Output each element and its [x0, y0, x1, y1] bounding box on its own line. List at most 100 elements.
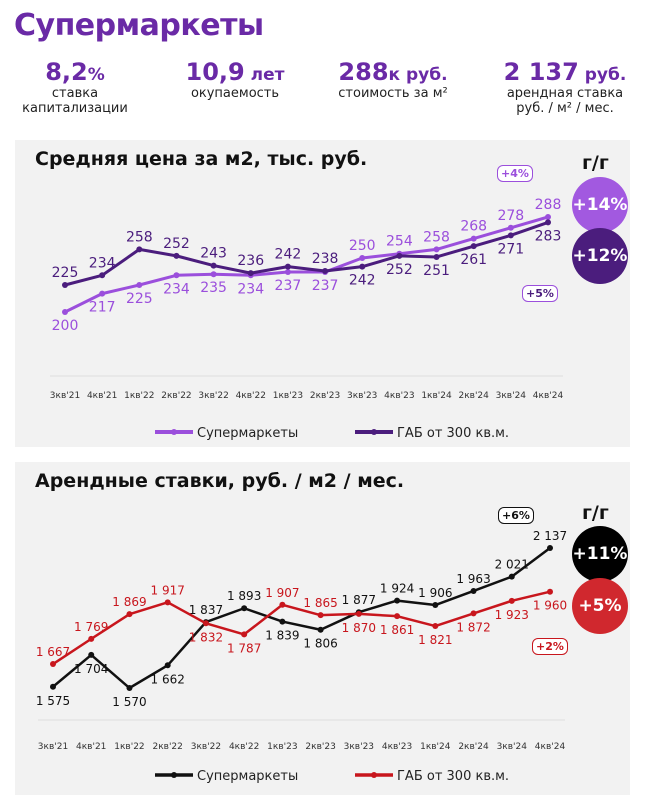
- data-label: 234: [89, 255, 116, 271]
- data-label: 235: [200, 280, 227, 296]
- data-point: [396, 252, 403, 259]
- kpi-value: 2 137: [503, 58, 579, 86]
- kpi-price: 288к руб. стоимость за м²: [318, 58, 468, 101]
- data-label: 1 907: [265, 586, 299, 600]
- x-tick-label: 3кв'24: [496, 391, 527, 401]
- data-label: 1 893: [227, 589, 261, 603]
- data-label: 1 861: [380, 623, 414, 637]
- x-tick-label: 1кв'22: [114, 742, 144, 752]
- price-chart: 3кв'21 4кв'21 1кв'22 2кв'22 3кв'22 4кв'22 1кв'…: [50, 197, 564, 441]
- data-label: 238: [312, 251, 339, 267]
- data-point: [317, 626, 324, 633]
- x-tick-label: 3кв'23: [344, 742, 374, 752]
- series-line: [52, 590, 551, 666]
- data-point: [136, 282, 143, 289]
- data-label: 1 870: [342, 621, 376, 635]
- data-point: [136, 246, 143, 253]
- data-point: [279, 601, 286, 608]
- x-tick-label: 1кв'24: [420, 742, 451, 752]
- data-label: 288: [535, 197, 562, 213]
- qoq-callout-gab: +5%: [522, 285, 558, 302]
- data-label: 1 865: [303, 596, 337, 610]
- data-label: 1 872: [456, 620, 490, 634]
- data-point: [470, 243, 477, 250]
- data-label: 1 704: [74, 662, 108, 676]
- legend-marker: [371, 429, 377, 435]
- kpi-value: 288: [338, 58, 389, 86]
- data-point: [173, 272, 180, 279]
- data-point: [88, 635, 95, 642]
- x-tick-label: 2кв'24: [458, 742, 489, 752]
- legend-marker: [371, 772, 377, 778]
- data-point: [508, 597, 515, 604]
- legend-label: Супермаркеты: [197, 426, 298, 441]
- kpi-label: арендная ставка руб. / м² / мес.: [506, 86, 624, 116]
- data-label: 1 662: [151, 672, 185, 686]
- data-point: [547, 545, 553, 551]
- legend-label: ГАБ от 300 кв.м.: [397, 769, 509, 784]
- data-point: [470, 235, 477, 242]
- x-tick-label: 3кв'22: [191, 742, 221, 752]
- x-tick-label: 1кв'24: [421, 391, 452, 401]
- data-label: 1 906: [418, 586, 452, 600]
- data-label: 261: [460, 252, 487, 268]
- legend-marker: [171, 772, 177, 778]
- data-point: [470, 587, 477, 594]
- page-title: Супермаркеты: [14, 8, 264, 43]
- data-label: 1 570: [112, 695, 146, 709]
- yoy-badge-gab: +5%: [572, 578, 628, 634]
- x-tick-label: 3кв'21: [38, 742, 68, 752]
- data-label: 258: [126, 229, 153, 245]
- data-point: [284, 263, 291, 270]
- x-tick-label: 2кв'23: [310, 391, 340, 401]
- x-tick-label: 4кв'24: [533, 391, 564, 401]
- data-label: 1 575: [36, 694, 70, 708]
- data-point: [359, 263, 366, 270]
- data-point: [284, 269, 291, 276]
- data-point: [126, 685, 133, 691]
- rent-chart: 3кв'21 4кв'21 1кв'22 2кв'22 3кв'22 4кв'22 1кв'…: [36, 529, 567, 784]
- series-line: [64, 220, 549, 287]
- x-tick-label: 1кв'23: [273, 391, 303, 401]
- data-point: [50, 683, 56, 690]
- data-label: 243: [200, 246, 227, 262]
- data-point: [202, 620, 209, 627]
- data-label: 217: [89, 300, 116, 316]
- data-label: 225: [52, 265, 79, 281]
- legend-marker: [171, 429, 177, 435]
- x-tick-label: 4кв'22: [236, 391, 266, 401]
- data-label: 2 021: [495, 558, 529, 572]
- kpi-label: стоимость за м²: [338, 86, 448, 101]
- x-tick-label: 4кв'23: [382, 742, 412, 752]
- data-label: 236: [237, 253, 264, 269]
- price-chart-panel: Средняя цена за м2, тыс. руб. 3кв'21 4кв'…: [15, 140, 630, 447]
- x-tick-label: 3кв'22: [198, 391, 228, 401]
- yoy-label: г/г: [582, 152, 609, 174]
- data-point: [164, 599, 171, 606]
- x-tick-label: 3кв'23: [347, 391, 377, 401]
- data-label: 242: [275, 247, 302, 263]
- kpi-unit: руб.: [578, 65, 627, 85]
- data-point: [210, 271, 217, 278]
- data-label: 252: [163, 236, 190, 252]
- data-label: 1 806: [303, 637, 337, 651]
- data-point: [394, 597, 401, 604]
- data-point: [359, 255, 366, 262]
- data-point: [50, 661, 56, 668]
- chart-title: Средняя цена за м2, тыс. руб.: [35, 148, 368, 170]
- data-label: 234: [163, 281, 190, 297]
- data-label: 251: [423, 263, 450, 279]
- qoq-callout-gab: +2%: [532, 638, 568, 655]
- data-point: [88, 651, 95, 658]
- kpi-value: 8,2: [45, 58, 88, 86]
- data-label: 1 787: [227, 641, 261, 655]
- x-tick-label: 1кв'22: [124, 391, 154, 401]
- data-label: 1 924: [380, 582, 414, 596]
- x-tick-label: 2кв'22: [161, 391, 191, 401]
- data-label: 1 877: [342, 593, 376, 607]
- data-label: 1 869: [112, 595, 146, 609]
- data-point: [247, 270, 254, 277]
- series-line: [64, 215, 549, 314]
- data-point: [547, 588, 553, 595]
- x-tick-label: 4кв'24: [535, 742, 566, 752]
